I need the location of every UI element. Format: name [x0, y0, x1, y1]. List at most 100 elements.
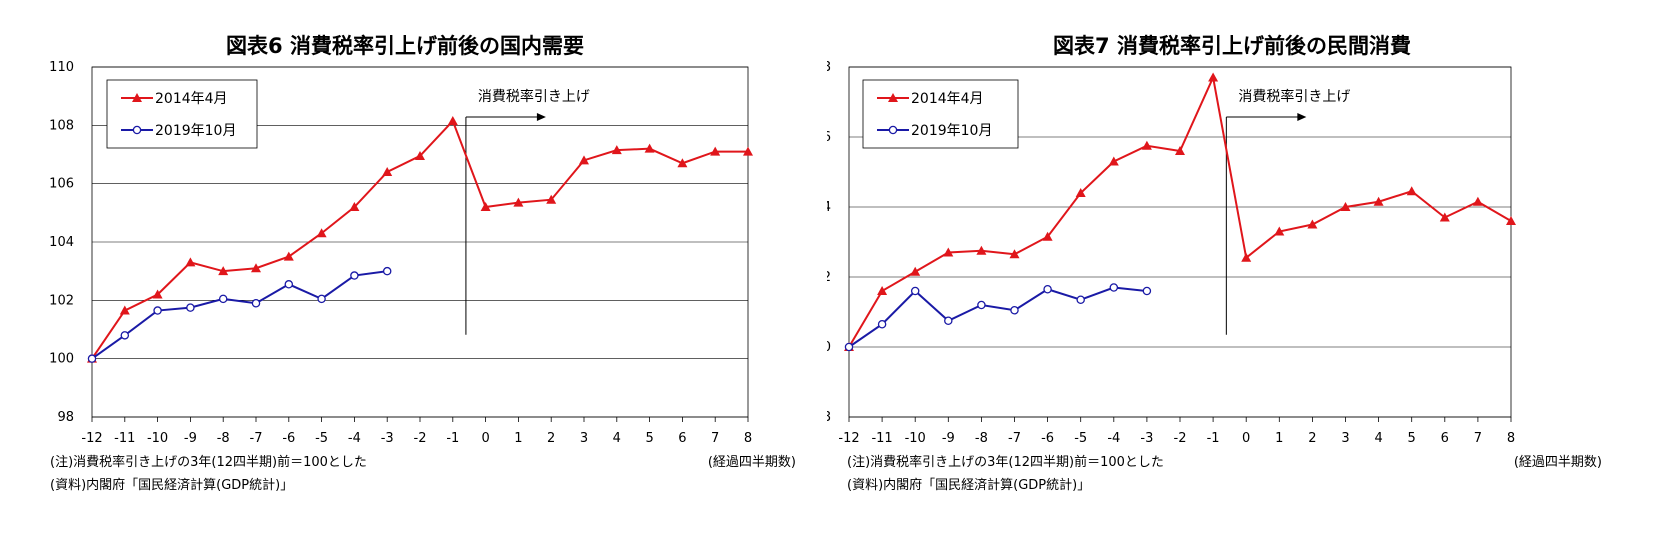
data-point [1506, 216, 1516, 225]
data-point [382, 167, 393, 176]
x-tick-label: -5 [315, 431, 328, 446]
data-point [910, 266, 921, 276]
chart-domestic-demand: 図表6 消費税率引上げ前後の国内需要 (注)消費税率引き上げの3年(12四半期)… [49, 34, 796, 493]
event-arrow-head [1297, 113, 1307, 121]
x-tick-label: -5 [1074, 431, 1087, 446]
y-tick-label: 106 [49, 177, 74, 192]
data-point [677, 158, 688, 168]
x-tick-label: -9 [942, 431, 955, 446]
legend-label: 2014年4月 [911, 91, 984, 107]
data-point [1076, 295, 1085, 304]
y-tick-label: 100 [827, 340, 831, 355]
x-tick-label: 0 [1242, 431, 1250, 446]
legend-label: 2014年4月 [155, 91, 228, 107]
legend-marker [888, 93, 898, 102]
x-tick-label: 8 [744, 431, 752, 446]
x-tick-label: -6 [282, 431, 295, 446]
data-point [1108, 156, 1119, 166]
x-tick-label: 5 [645, 431, 653, 446]
chart-title: 図表6 消費税率引上げ前後の国内需要 [226, 34, 584, 58]
legend-box [862, 79, 1019, 149]
chart-private-consumption: 図表7 消費税率引上げ前後の民間消費 (注)消費税率引き上げの3年(12四半期)… [806, 34, 1602, 493]
legend-label: 2019年10月 [911, 123, 992, 139]
x-tick-label: 3 [1341, 431, 1349, 446]
x-tick-label: -12 [81, 431, 102, 446]
legend-marker [132, 93, 142, 102]
data-point [153, 306, 162, 315]
data-point [976, 245, 987, 255]
data-point [710, 146, 721, 156]
legend-marker [132, 125, 142, 135]
data-point [1109, 283, 1119, 292]
x-tick-label: -10 [147, 431, 168, 446]
x-tick-label: -6 [1041, 431, 1054, 446]
data-point [1406, 186, 1417, 196]
x-tick-label: -2 [414, 431, 427, 446]
x-tick-label: 4 [1374, 431, 1382, 446]
data-point [186, 303, 195, 312]
y-tick-label: 110 [49, 60, 74, 75]
data-point [1142, 286, 1152, 296]
data-point [120, 331, 130, 340]
data-point [1373, 196, 1384, 206]
data-point [1009, 249, 1020, 259]
legend-box [106, 79, 258, 149]
y-tick-label: 104 [49, 235, 74, 250]
data-point [1340, 202, 1351, 211]
y-tick-label: 98 [57, 410, 74, 425]
chart-note: (注)消費税率引き上げの3年(12四半期)前＝100とした [847, 454, 1164, 470]
x-tick-label: 8 [1507, 431, 1515, 446]
data-point [1241, 252, 1252, 262]
data-point [251, 263, 261, 273]
x-tick-label: -1 [1207, 431, 1220, 446]
x-tick-label: -9 [184, 431, 197, 446]
data-point [1075, 188, 1086, 197]
legend-marker [888, 125, 898, 135]
data-point [1010, 305, 1019, 315]
data-point [877, 286, 888, 295]
data-point [513, 197, 524, 207]
x-tick-label: -3 [381, 431, 394, 446]
y-tick-label: 106 [827, 130, 831, 145]
x-tick-label: 6 [1441, 431, 1449, 446]
data-point [877, 319, 887, 329]
x-tick-label: 2 [547, 431, 555, 446]
data-point [1307, 219, 1318, 229]
data-point [480, 202, 491, 211]
x-tick-label: -4 [348, 431, 361, 446]
x-unit-label: (経過四半期数) [708, 455, 796, 470]
x-tick-label: -2 [1174, 431, 1187, 446]
data-point [283, 251, 294, 261]
y-tick-label: 108 [49, 118, 74, 133]
event-arrow-head [536, 113, 546, 121]
x-tick-label: -10 [905, 431, 926, 446]
x-tick-label: -3 [1140, 431, 1153, 446]
data-point [284, 280, 294, 289]
y-tick-label: 104 [827, 200, 831, 215]
x-tick-label: -7 [1008, 431, 1021, 446]
data-point [317, 294, 326, 304]
chart-panel-domestic-demand: 図表6 消費税率引上げ前後の国内需要 (注)消費税率引き上げの3年(12四半期)… [0, 0, 827, 555]
data-point [349, 202, 360, 211]
event-annotation: 消費税率引き上げ [478, 88, 590, 105]
data-point [844, 342, 854, 352]
data-point [1439, 212, 1450, 222]
data-point [579, 155, 589, 165]
series-line-2 [91, 270, 388, 360]
data-point [743, 146, 753, 156]
data-point [1042, 231, 1053, 241]
x-tick-label: -1 [446, 431, 459, 446]
data-point [152, 289, 163, 299]
y-tick-label: 100 [49, 352, 74, 367]
x-unit-label: (経過四半期数) [1514, 455, 1602, 470]
data-point [1043, 284, 1052, 294]
chart-source: (資料)内閣府「国民経済計算(GDP統計)」 [847, 477, 1090, 493]
data-point [977, 300, 986, 310]
data-point [415, 150, 425, 160]
data-point [943, 247, 954, 257]
data-point [944, 316, 953, 325]
data-point [1175, 146, 1185, 155]
y-tick-label: 98 [827, 410, 831, 425]
x-tick-label: -12 [838, 431, 859, 446]
data-point [1208, 72, 1219, 82]
